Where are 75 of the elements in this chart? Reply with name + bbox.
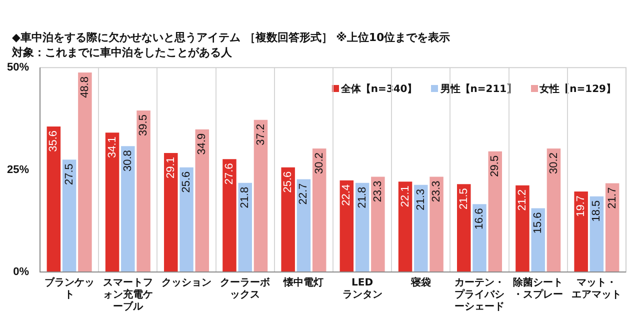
data-label: 27.5 — [63, 164, 76, 185]
x-tick-label: 寝袋 — [410, 276, 431, 289]
bar — [398, 182, 412, 272]
data-label: 21.7 — [606, 187, 618, 209]
data-label: 16.6 — [474, 208, 486, 230]
bar — [430, 176, 444, 272]
bar — [121, 146, 135, 272]
data-label: 21.8 — [356, 186, 368, 208]
data-label: 15.6 — [532, 212, 544, 234]
bar — [46, 126, 61, 272]
bar — [605, 183, 620, 272]
data-label: 22.7 — [298, 183, 310, 205]
data-label: 35.6 — [48, 130, 60, 152]
data-label: 21.2 — [516, 189, 529, 211]
data-label: 22.1 — [399, 186, 412, 208]
bar — [222, 159, 236, 272]
data-label: 21.8 — [239, 186, 252, 208]
data-label: 30.2 — [313, 152, 326, 174]
x-tick-label: カーテン・プライバシーシェード — [454, 278, 505, 313]
data-label: 34.1 — [106, 136, 118, 158]
x-tick-label: 除菌シート・スプレー — [513, 276, 564, 301]
bar — [546, 148, 561, 272]
bar — [62, 160, 76, 272]
chart-title: ◆車中泊をする際に欠かせないと思うアイテム ［複数回答形式］ ※上位10位までを表示 — [12, 30, 450, 45]
x-tick-label: クーラーボックス — [220, 276, 270, 301]
chart-subtitle: 対象：これまでに車中泊をしたことがある人 — [12, 45, 232, 60]
bar — [180, 167, 194, 272]
bar — [590, 196, 604, 272]
data-label: 37.2 — [254, 124, 267, 146]
bar — [516, 185, 530, 272]
data-label: 30.2 — [548, 152, 560, 174]
bar — [281, 167, 295, 272]
bar — [574, 191, 588, 272]
x-tick-label: スマートフォン充電ケーブル — [102, 278, 153, 313]
bar — [105, 132, 120, 272]
bar — [414, 184, 428, 272]
bar — [457, 184, 471, 272]
y-tick-label: 25% — [6, 164, 30, 176]
x-tick-label: マット・エアマット — [572, 278, 622, 301]
data-label: 21.5 — [458, 188, 470, 210]
data-label: 23.3 — [430, 180, 443, 202]
x-tick-label: クッション — [162, 278, 212, 289]
y-tick-label: 0% — [13, 266, 30, 278]
bar — [312, 148, 326, 272]
data-label: 30.8 — [122, 150, 134, 172]
bar — [238, 182, 252, 272]
data-label: 48.8 — [78, 76, 91, 98]
bar — [296, 179, 311, 272]
data-label: 23.3 — [372, 180, 384, 202]
data-label: 29.1 — [164, 157, 177, 178]
bar — [355, 182, 370, 272]
data-label: 25.6 — [180, 171, 193, 193]
bar — [340, 180, 354, 272]
data-label: 22.4 — [340, 184, 353, 206]
data-label: 18.5 — [590, 200, 603, 222]
data-label: 29.5 — [489, 155, 502, 177]
data-label: 19.7 — [575, 195, 588, 217]
x-tick-label: 懐中電灯 — [282, 276, 324, 289]
x-tick-label: LED ランタン — [342, 278, 382, 301]
bar — [164, 153, 178, 272]
data-label: 21.3 — [414, 188, 427, 210]
bar — [254, 120, 268, 272]
bar — [531, 208, 545, 272]
y-tick-label: 50% — [6, 62, 30, 74]
bar — [472, 204, 486, 272]
bar — [195, 129, 210, 272]
data-label: 27.6 — [224, 163, 236, 185]
x-tick-label: ブランケット — [44, 276, 94, 301]
bar — [78, 72, 92, 272]
data-label: 39.5 — [138, 114, 150, 136]
data-label: 34.9 — [196, 133, 208, 155]
data-label: 25.6 — [282, 171, 294, 193]
bar — [136, 110, 150, 272]
bar — [488, 151, 502, 272]
bar — [371, 176, 385, 272]
